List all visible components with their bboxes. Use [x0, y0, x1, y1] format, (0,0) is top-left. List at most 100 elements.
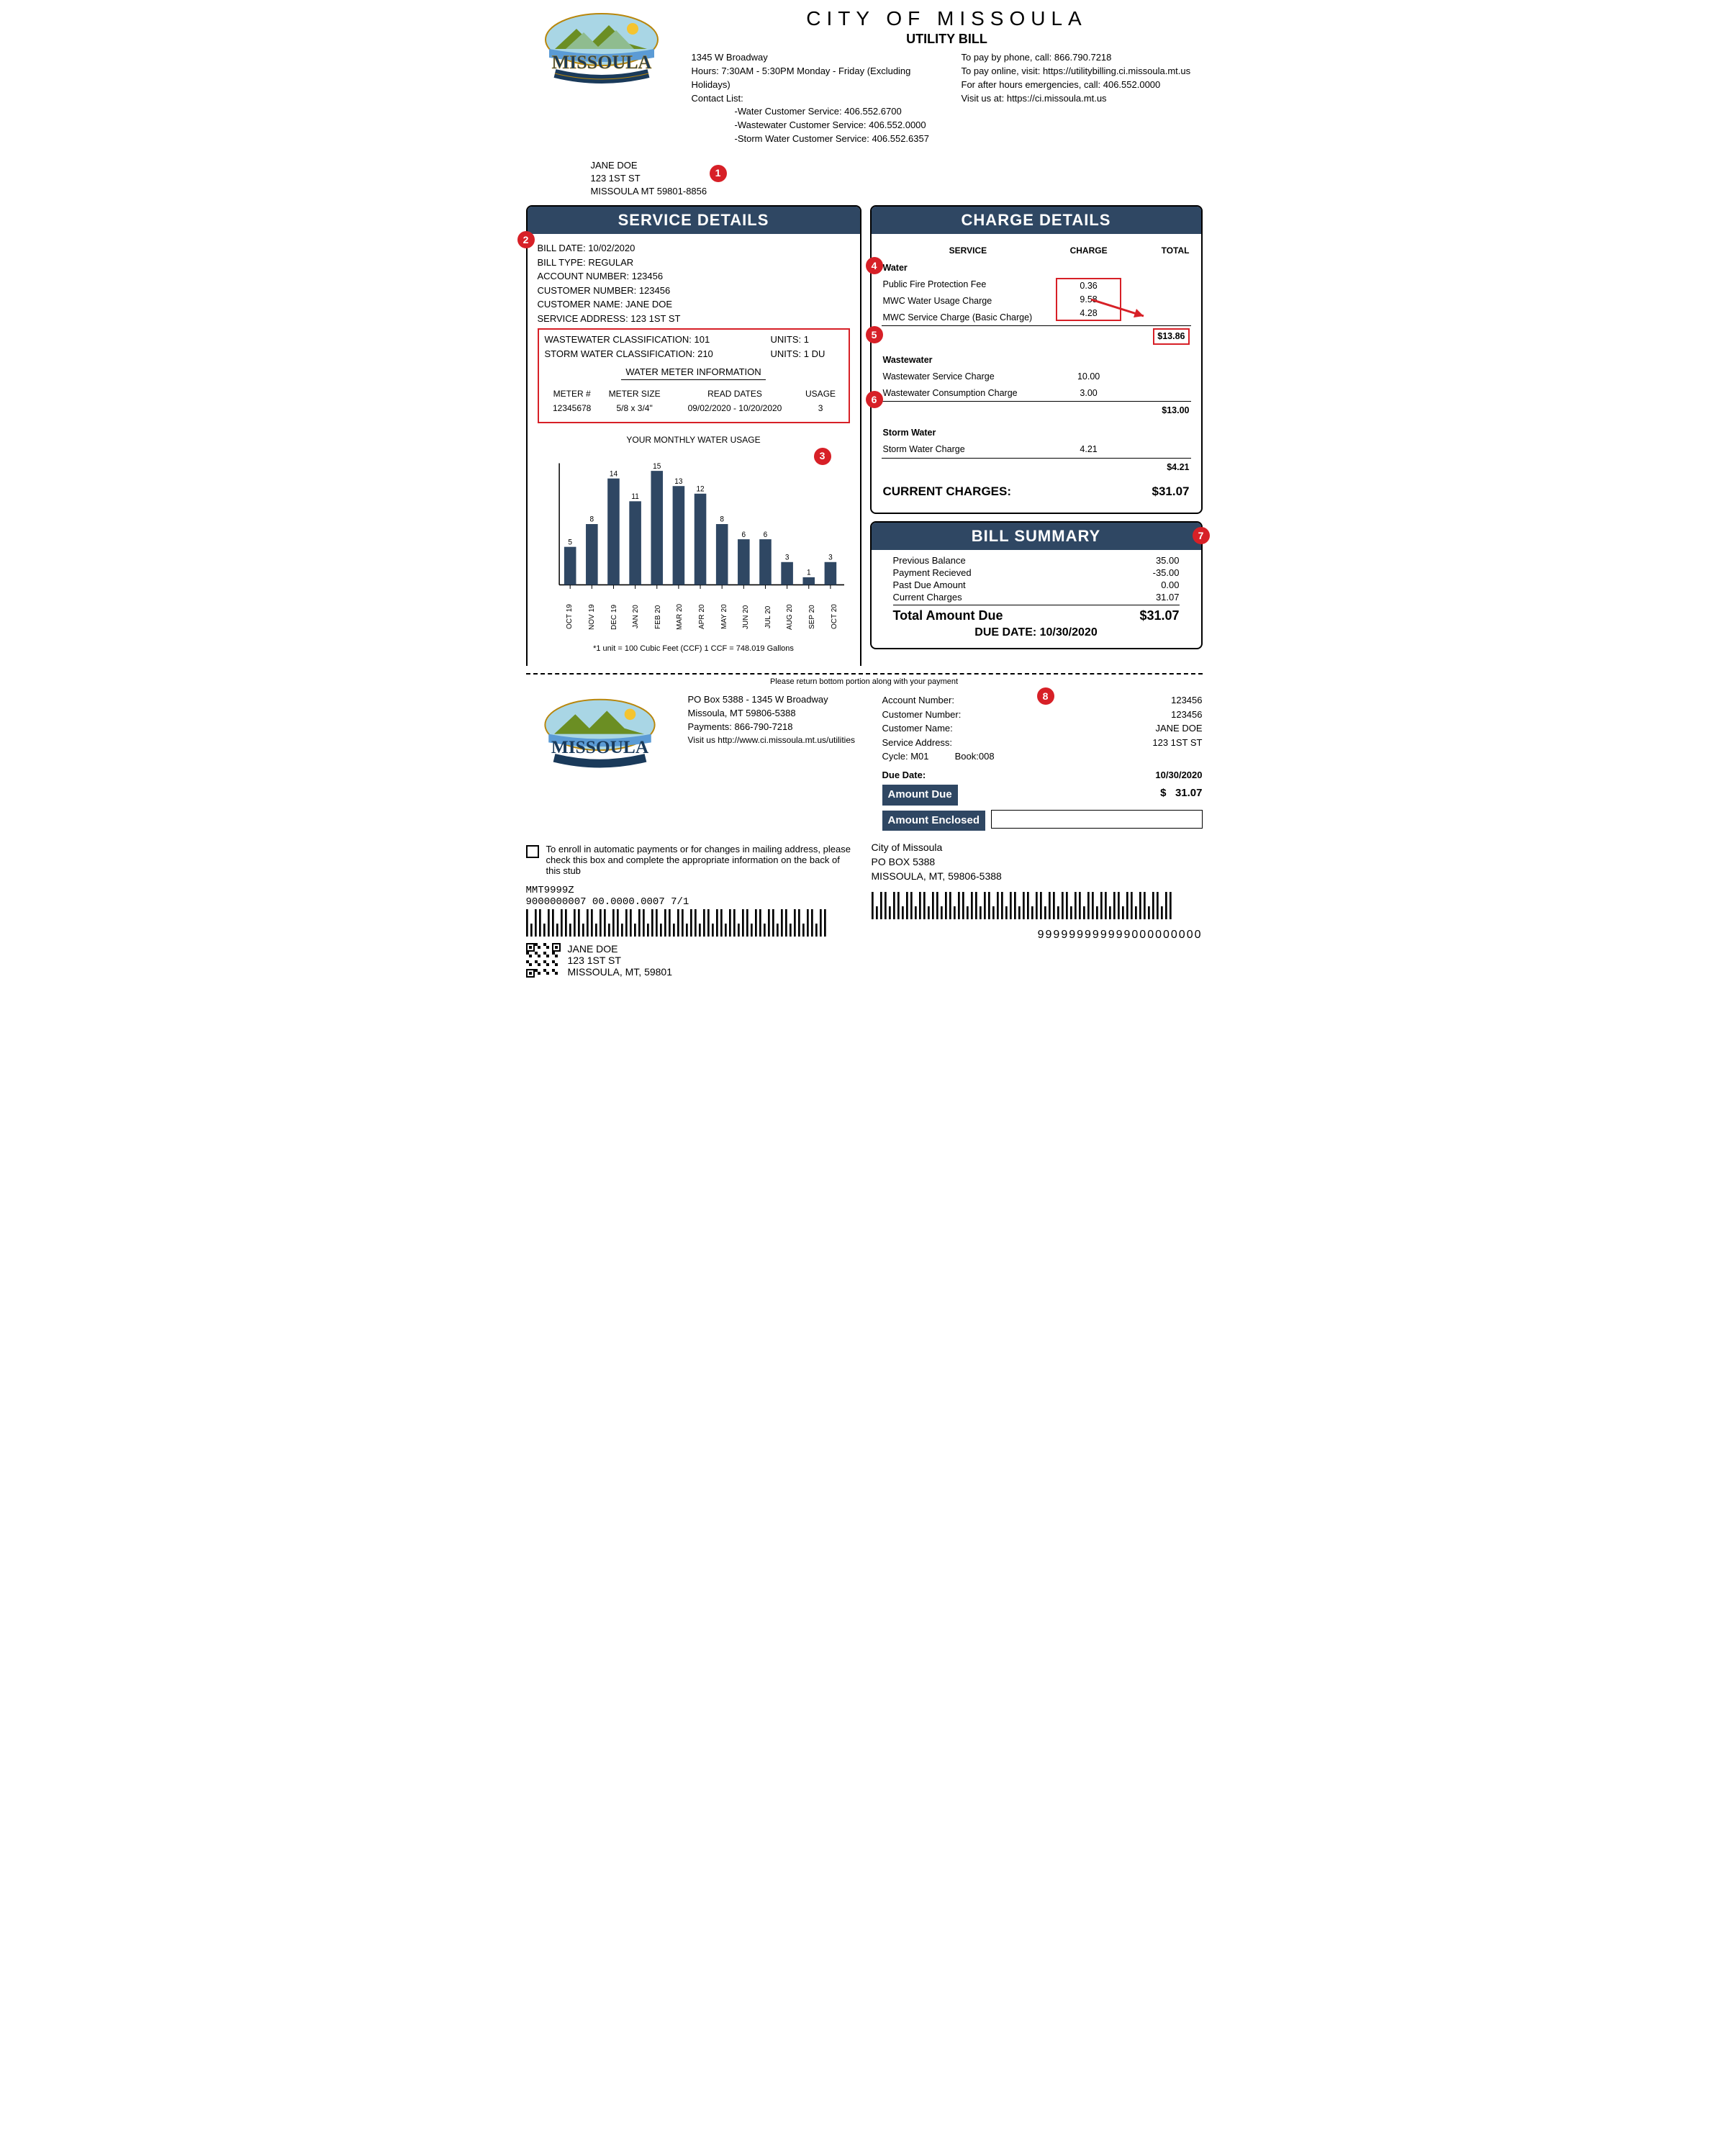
charge-details-panel: CHARGE DETAILS 4 5 6 SERVICE CHARGE TOTA… [870, 205, 1203, 514]
usage-chart: 3 581411151312866313 OCT 19NOV 19DEC 19J… [542, 452, 846, 639]
remit-line2: PO BOX 5388 [872, 855, 1203, 870]
meter-size: 5/8 x 3/4" [600, 402, 670, 415]
tear-line [526, 673, 1203, 675]
svg-text:1: 1 [806, 568, 810, 577]
meter-read-dates: 09/02/2020 - 10/20/2020 [671, 402, 798, 415]
callout-8: 8 [1037, 687, 1054, 705]
svg-text:MISSOULA: MISSOULA [551, 737, 648, 757]
charge-h-total: TOTAL [1123, 241, 1191, 260]
routing-code-2: 9000000007 00.0000.0007 7/1 [526, 896, 857, 908]
sw-classification: STORM WATER CLASSIFICATION: 210 [545, 347, 713, 361]
svg-text:13: 13 [674, 477, 682, 486]
stub-addr1: PO Box 5388 - 1345 W Broadway [688, 693, 868, 707]
ww-classification: WASTEWATER CLASSIFICATION: 101 [545, 333, 710, 347]
addressee-block: JANE DOE 123 1ST ST MISSOULA MT 59801-88… [591, 159, 1203, 199]
stub-logo: MISSOULA [526, 693, 674, 831]
qr-code-icon [526, 943, 561, 978]
water-item-1-label: MWC Water Usage Charge [882, 293, 1055, 310]
payment-stub: 8 MISSOULA PO Box 5388 - 1345 W Broadway… [526, 693, 1203, 831]
stub-account-block: Account Number:123456 Customer Number:12… [882, 693, 1203, 831]
callout-6: 6 [866, 391, 883, 408]
remit-address: City of Missoula PO BOX 5388 MISSOULA, M… [872, 841, 1203, 883]
customer-name: CUSTOMER NAME: JANE DOE [538, 297, 850, 312]
mail-from-street: 123 1ST ST [568, 955, 673, 966]
contact-right-block: To pay by phone, call: 866.790.7218 To p… [962, 51, 1203, 146]
summary-0-value: 35.00 [1156, 555, 1180, 566]
water-charge-highlight: 0.36 9.58 4.28 [1056, 278, 1121, 321]
acct-no: 123456 [1171, 693, 1202, 708]
svg-text:12: 12 [696, 484, 704, 494]
summary-1-value: -35.00 [1153, 567, 1180, 578]
cust-name: JANE DOE [1155, 721, 1202, 736]
summary-total-label: Total Amount Due [893, 608, 1003, 623]
callout-4: 4 [866, 257, 883, 274]
current-charges-label: CURRENT CHARGES: [882, 475, 1055, 502]
customer-number: CUSTOMER NUMBER: 123456 [538, 284, 850, 298]
svg-text:14: 14 [609, 469, 617, 479]
water-item-2-label: MWC Service Charge (Basic Charge) [882, 310, 1055, 326]
ww-item-1-label: Wastewater Consumption Charge [882, 385, 1055, 402]
amount-due-bar: Amount Due [882, 785, 958, 806]
water-meter-title: WATER METER INFORMATION [621, 365, 765, 380]
svg-text:6: 6 [763, 530, 767, 539]
bill-type: BILL TYPE: REGULAR [538, 256, 850, 270]
amount-enclosed-input[interactable] [991, 810, 1202, 829]
svc-addr-label: Service Address: [882, 736, 953, 750]
meter-usage: 3 [800, 402, 841, 415]
service-details-panel: 2 SERVICE DETAILS BILL DATE: 10/02/2020 … [526, 205, 861, 666]
enroll-text: To enroll in automatic payments or for c… [546, 844, 856, 876]
contact-left-block: 1345 W Broadway Hours: 7:30AM - 5:30PM M… [692, 51, 933, 146]
bill-date: BILL DATE: 10/02/2020 [538, 241, 850, 256]
contact-wastewater: -Wastewater Customer Service: 406.552.00… [735, 119, 933, 132]
sw-units: UNITS: 1 DU [771, 347, 843, 361]
cust-name-label: Customer Name: [882, 721, 953, 736]
amount-enclosed-bar: Amount Enclosed [882, 811, 986, 831]
stormwater-subtotal: $4.21 [1123, 458, 1191, 475]
svg-text:11: 11 [631, 492, 639, 502]
callout-5: 5 [866, 326, 883, 343]
issuer-hours: Hours: 7:30AM - 5:30PM Monday - Friday (… [692, 65, 933, 92]
pay-phone: To pay by phone, call: 866.790.7218 [962, 51, 1203, 65]
summary-2-value: 0.00 [1161, 579, 1179, 590]
meter-table: METER # METER SIZE READ DATES USAGE 1234… [545, 386, 843, 416]
addressee-name: JANE DOE [591, 159, 1203, 172]
postnet-barcode-left [526, 908, 828, 938]
water-item-1-amt: 9.58 [1080, 294, 1097, 305]
callout-2: 2 [517, 231, 535, 248]
due-date-value: 10/30/2020 [1155, 768, 1202, 782]
remit-line1: City of Missoula [872, 841, 1203, 855]
service-address: SERVICE ADDRESS: 123 1ST ST [538, 312, 850, 326]
summary-total-value: $31.07 [1139, 608, 1179, 623]
callout-3: 3 [814, 448, 831, 465]
account-number: ACCOUNT NUMBER: 123456 [538, 269, 850, 284]
bill-subtitle: UTILITY BILL [692, 32, 1203, 47]
cust-no: 123456 [1171, 708, 1202, 722]
issuer-address: 1345 W Broadway [692, 51, 933, 65]
amount-due-value: $ 31.07 [964, 785, 1203, 802]
wastewater-subtotal: $13.00 [1123, 402, 1191, 419]
charge-h-service: SERVICE [882, 241, 1055, 260]
svg-text:8: 8 [720, 515, 724, 524]
bill-summary-header: BILL SUMMARY [872, 523, 1201, 550]
svg-text:6: 6 [741, 530, 746, 539]
water-item-2-amt: 4.28 [1080, 308, 1097, 318]
wastewater-section-head: Wastewater [882, 352, 1191, 369]
water-item-0-label: Public Fire Protection Fee [882, 276, 1055, 293]
ww-item-0-label: Wastewater Service Charge [882, 369, 1055, 385]
summary-2-label: Past Due Amount [893, 579, 966, 590]
acct-no-label: Account Number: [882, 693, 954, 708]
mail-from-name: JANE DOE [568, 943, 673, 955]
classification-box: WASTEWATER CLASSIFICATION: 101 UNITS: 1 … [538, 328, 850, 423]
meter-h-usage: USAGE [800, 387, 841, 400]
svg-text:3: 3 [784, 553, 789, 562]
meter-h-number: METER # [546, 387, 598, 400]
stormwater-section-head: Storm Water [882, 425, 1191, 441]
water-subtotal: $13.86 [1153, 328, 1189, 345]
svc-addr: 123 1ST ST [1152, 736, 1202, 750]
ww-item-1-amt: 3.00 [1054, 385, 1123, 402]
charge-table: SERVICE CHARGE TOTAL Water Public Fire P… [882, 241, 1191, 502]
charge-h-charge: CHARGE [1054, 241, 1123, 260]
summary-0-label: Previous Balance [893, 555, 966, 566]
sw-item-0-label: Storm Water Charge [882, 441, 1055, 458]
enroll-checkbox[interactable] [526, 845, 539, 858]
